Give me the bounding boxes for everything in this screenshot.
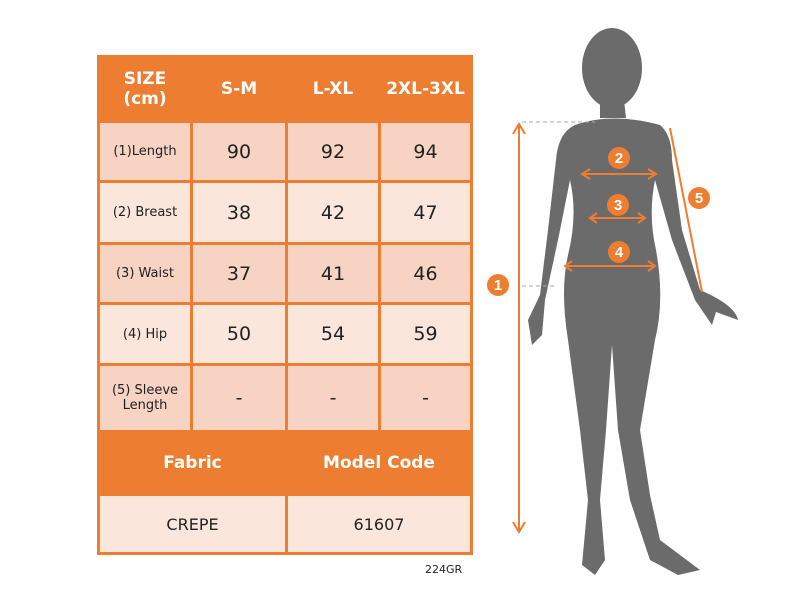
cell-value: - <box>378 363 473 433</box>
table-row: (2) Breast 38 42 47 <box>97 180 473 245</box>
marker-5 <box>688 187 710 209</box>
marker-3 <box>607 194 629 216</box>
cell-value: 54 <box>285 302 381 366</box>
marker-2 <box>608 147 630 169</box>
guide-lines <box>522 121 595 287</box>
row-label: (4) Hip <box>97 302 193 366</box>
cell-value: - <box>285 363 381 433</box>
marker-1 <box>487 274 509 296</box>
row-label: (5) Sleeve Length <box>97 363 193 433</box>
table-row: (1)Length 90 92 94 <box>97 120 473 183</box>
size-chart-table: SIZE (cm) S-M L-XL 2XL-3XL (1)Length 90 9… <box>97 55 473 555</box>
row-label: (2) Breast <box>97 180 193 245</box>
model-code-value: 61607 <box>285 493 473 555</box>
length-arrowheads <box>512 122 526 534</box>
fabric-header-row: Fabric Model Code <box>97 430 473 496</box>
size-header-line1: SIZE <box>123 69 167 89</box>
cell-value: 37 <box>190 242 288 305</box>
markers: 1 2 3 4 5 <box>487 147 710 296</box>
silhouette <box>528 28 738 575</box>
row-label-line2: Length <box>122 398 168 413</box>
cell-value: 59 <box>378 302 473 366</box>
marker-4 <box>608 241 630 263</box>
cell-value: - <box>190 363 288 433</box>
fabric-header: Fabric <box>97 430 288 496</box>
marker-3-label: 3 <box>614 197 622 214</box>
cell-value: 42 <box>285 180 381 245</box>
header-row: SIZE (cm) S-M L-XL 2XL-3XL <box>97 55 473 123</box>
cell-value: 47 <box>378 180 473 245</box>
table-row: (5) Sleeve Length - - - <box>97 363 473 433</box>
size-header: SIZE (cm) <box>97 55 193 123</box>
model-code-header: Model Code <box>285 430 473 496</box>
table-row: (3) Waist 37 41 46 <box>97 242 473 305</box>
fabric-row: CREPE 61607 <box>97 493 473 555</box>
fabric-value: CREPE <box>97 493 288 555</box>
marker-2-label: 2 <box>615 150 623 167</box>
cell-value: 50 <box>190 302 288 366</box>
table-row: (4) Hip 50 54 59 <box>97 302 473 366</box>
measurement-figure: 1 2 3 4 5 <box>487 28 738 575</box>
cell-value: 92 <box>285 120 381 183</box>
size-col-header: L-XL <box>285 55 381 123</box>
product-code: 224GR <box>425 563 463 576</box>
cell-value: 90 <box>190 120 288 183</box>
row-label-line1: (5) Sleeve <box>111 383 179 398</box>
marker-1-label: 1 <box>494 277 502 294</box>
measure-lines <box>512 122 703 534</box>
cell-value: 94 <box>378 120 473 183</box>
row-label: (3) Waist <box>97 242 193 305</box>
size-header-line2: (cm) <box>123 89 167 109</box>
marker-5-label: 5 <box>695 190 703 207</box>
cell-value: 46 <box>378 242 473 305</box>
marker-4-label: 4 <box>615 244 624 261</box>
row-label: (1)Length <box>97 120 193 183</box>
size-col-header: 2XL-3XL <box>378 55 473 123</box>
cell-value: 41 <box>285 242 381 305</box>
size-col-header: S-M <box>190 55 288 123</box>
cell-value: 38 <box>190 180 288 245</box>
